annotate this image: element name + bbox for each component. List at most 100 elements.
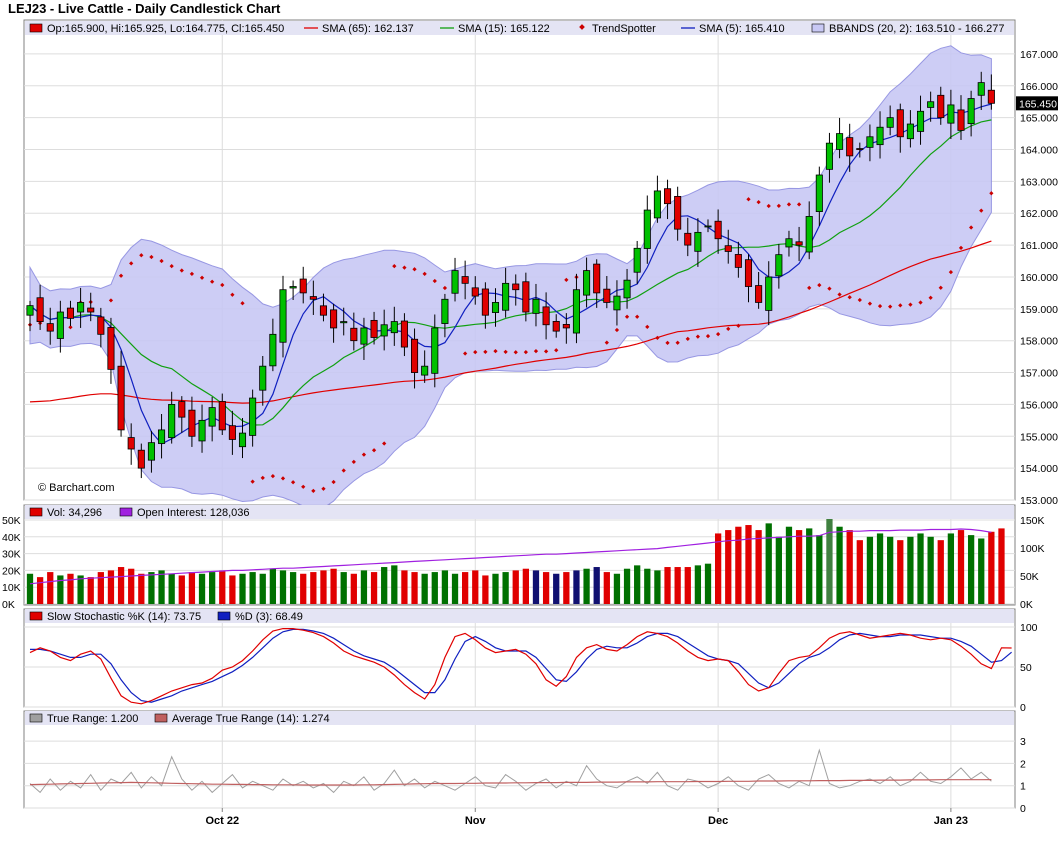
volume-bar (593, 567, 600, 604)
trendspotter-dot (756, 199, 761, 205)
stoch-tick: 100 (1020, 622, 1038, 634)
candle-body (957, 109, 965, 131)
volume-bar (482, 575, 489, 604)
volume-bar (694, 565, 702, 604)
price-tick-label: 155.000 (1020, 431, 1058, 443)
volume-bar (441, 570, 449, 604)
legend-sma15: SMA (15): 165.122 (458, 23, 550, 35)
tr-tick: 0 (1020, 803, 1026, 815)
open-interest-path (29, 528, 992, 585)
volume-bar (492, 573, 499, 604)
trendspotter-dot (371, 448, 377, 453)
candle-body (400, 320, 408, 348)
volume-bar (472, 570, 479, 604)
trendspotter-dot (675, 340, 680, 345)
x-tick-label: Nov (465, 815, 487, 827)
trendspotter-dot (705, 333, 711, 339)
trendspotter-dot (159, 258, 164, 264)
candle-body (613, 295, 621, 311)
volume-bar (846, 530, 853, 604)
candle-body (411, 338, 419, 373)
candle-body (694, 231, 702, 252)
candle-body (36, 297, 44, 322)
volume-bar (714, 533, 722, 604)
trendspotter-dot (402, 265, 407, 270)
legend-bar (25, 609, 1014, 623)
volume-bar (148, 572, 155, 604)
legend-tr: True Range: 1.200 (47, 713, 138, 725)
tr-swatch (29, 713, 43, 723)
candle-body (846, 137, 854, 157)
candle-body (249, 397, 257, 436)
volume-bar (502, 572, 509, 604)
price-tick-label: 165.000 (1020, 113, 1058, 125)
candle-body (987, 89, 995, 104)
price-tick-label: 161.000 (1020, 240, 1058, 252)
trendspotter-dot (311, 488, 316, 494)
trendspotter-dot (635, 314, 640, 319)
open-interest-line (29, 528, 992, 585)
trendspotter-dot (888, 304, 893, 309)
trendspotter-dot (655, 335, 660, 341)
volume-bar (887, 536, 894, 604)
volume-bar (229, 575, 236, 604)
volume-bar (198, 573, 206, 604)
volume-bar (725, 530, 732, 604)
trendspotter-dot (979, 208, 984, 213)
sma65-line (29, 240, 992, 404)
atr-line (29, 779, 992, 786)
ohlc-swatch (29, 23, 43, 33)
volume-bar (917, 533, 924, 604)
trendspotter-dot (250, 479, 255, 484)
tr-lines (29, 748, 992, 794)
legend-sma5: SMA (5): 165.410 (699, 23, 785, 35)
price-tick-label: 162.000 (1020, 208, 1058, 220)
candle-body (856, 148, 864, 150)
candle-body (714, 220, 722, 240)
candle-body (785, 238, 793, 248)
legend-stoch-k: Slow Stochastic %K (14): 73.75 (47, 611, 201, 623)
price-tick-label: 158.000 (1020, 336, 1058, 348)
volume-bar (350, 573, 357, 604)
volume-bar (532, 570, 540, 604)
volume-bar (988, 531, 995, 604)
stoch-tick: 50 (1020, 662, 1032, 674)
candle-body (633, 247, 641, 273)
candle-body (674, 195, 682, 230)
trendspotter-dot (837, 292, 842, 297)
volume-bar (451, 573, 459, 604)
volume-bar (856, 540, 863, 604)
trendspotter-dot (736, 323, 741, 328)
volume-bar (563, 572, 570, 604)
trendspotter-dot (645, 324, 650, 330)
candle-body (937, 94, 945, 119)
trendspotter-dot (624, 314, 630, 319)
volume-bar (67, 573, 74, 604)
volume-bar (87, 577, 94, 604)
vol-tick-right: 50K (1020, 571, 1039, 583)
volume-bar (36, 577, 44, 604)
candle-body (755, 285, 763, 303)
trendspotter-dot (432, 278, 437, 284)
trendspotter-dot (513, 350, 518, 355)
candle-body (77, 302, 85, 313)
candle-body (228, 425, 236, 440)
volume-bar (836, 526, 843, 604)
candle-body (876, 126, 884, 146)
last-price-label: 165.450 (1019, 98, 1057, 110)
volume-bar (957, 530, 965, 604)
trendspotter-dot (240, 301, 245, 306)
trendspotter-dot (280, 476, 286, 481)
candle-body (26, 305, 34, 316)
price-tick-label: 163.000 (1020, 176, 1058, 188)
volume-bar (279, 570, 287, 604)
candle-body (805, 216, 813, 253)
volume-bar (421, 573, 428, 604)
trendspotter-dot (189, 271, 195, 276)
volume-bar (816, 535, 823, 604)
volume-bar (978, 538, 985, 604)
candle-body (522, 281, 530, 313)
candle-body (896, 109, 904, 138)
volume-bar (249, 572, 256, 604)
trendspotter-dot (139, 253, 144, 258)
